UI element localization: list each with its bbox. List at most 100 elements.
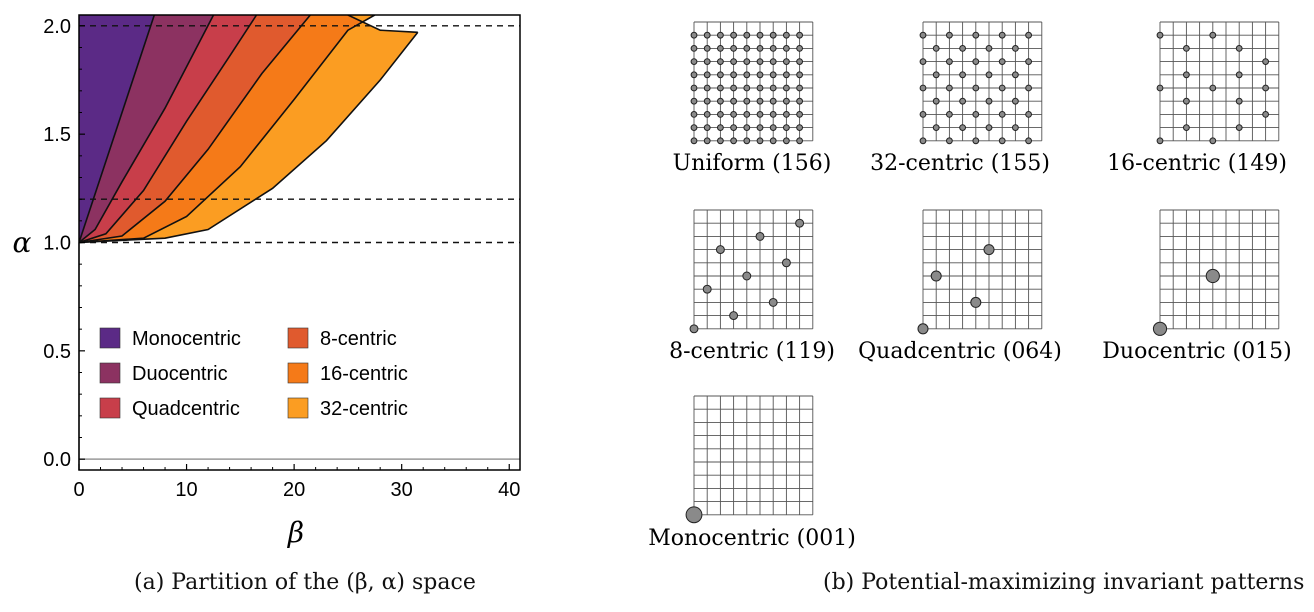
pattern-dot — [769, 137, 777, 145]
partition-chart: 0 10 20 30 40 0.0 0.5 1.0 1.5 2.0 β α Monocentric… — [13, 14, 521, 549]
pattern-dot — [756, 44, 764, 52]
pattern-label: 8-centric (119) — [669, 339, 835, 364]
pattern-dot — [919, 58, 927, 66]
pattern-dot — [703, 110, 711, 118]
pattern-dot — [985, 44, 993, 52]
pattern-dot — [959, 71, 967, 79]
pattern-label: 16-centric (149) — [1107, 151, 1287, 176]
pattern-dot — [972, 58, 980, 66]
pattern-dot — [769, 58, 777, 66]
y-tick-label: 2.0 — [43, 16, 71, 38]
pattern-dot — [730, 137, 738, 145]
pattern-dot — [1209, 84, 1217, 92]
legend-swatch — [99, 397, 121, 419]
pattern-dot — [972, 137, 980, 145]
pattern-dot — [703, 71, 711, 79]
pattern-dot — [755, 231, 765, 241]
pattern-dot — [917, 323, 929, 335]
pattern-label: Quadcentric (064) — [858, 339, 1062, 364]
pattern-dot — [715, 245, 725, 255]
pattern-dot — [782, 71, 790, 79]
pattern-dot — [932, 97, 940, 105]
pattern-label: Uniform (156) — [673, 151, 832, 176]
pattern-dot — [782, 124, 790, 132]
pattern-dot — [703, 31, 711, 39]
pattern-dot — [703, 97, 711, 105]
legend-label: 32-centric — [320, 398, 408, 420]
region-duocentric — [79, 15, 214, 243]
x-tick-label: 20 — [283, 479, 305, 501]
pattern-dot — [945, 58, 953, 66]
x-tick-label: 10 — [175, 479, 197, 501]
boundary-16-centric — [79, 15, 376, 244]
y-tick-label: 0.5 — [43, 341, 71, 363]
pattern-dot — [756, 31, 764, 39]
legend-swatch — [99, 327, 121, 349]
caption-left: (a) Partition of the (β, α) space — [134, 570, 476, 595]
pattern-5: Duocentric (015) — [1102, 209, 1292, 364]
pattern-dot — [756, 58, 764, 66]
pattern-dot — [972, 31, 980, 39]
pattern-dot — [730, 58, 738, 66]
pattern-dot — [998, 110, 1006, 118]
pattern-dot — [782, 58, 790, 66]
pattern-dot — [796, 31, 804, 39]
pattern-dot — [730, 84, 738, 92]
pattern-dot — [769, 124, 777, 132]
pattern-dot — [796, 84, 804, 92]
pattern-dot — [690, 84, 698, 92]
pattern-dot — [930, 270, 942, 282]
pattern-dot — [945, 84, 953, 92]
legend-label: Duocentric — [132, 363, 228, 385]
legend: Monocentric Duocentric Quadcentric 8-centri… — [99, 327, 408, 420]
pattern-dot — [782, 137, 790, 145]
pattern-dot — [796, 110, 804, 118]
pattern-dot — [756, 71, 764, 79]
boundary-duocentric — [79, 15, 215, 244]
boundary-8-centric — [79, 15, 311, 244]
y-tick-label: 1.0 — [43, 233, 71, 255]
region-8-centric — [79, 15, 311, 243]
pattern-dot — [970, 296, 982, 308]
pattern-dot — [1235, 97, 1243, 105]
pattern-dot — [945, 137, 953, 145]
pattern-dot — [1262, 58, 1270, 66]
pattern-dot — [716, 97, 724, 105]
pattern-dot — [998, 84, 1006, 92]
pattern-dot — [959, 97, 967, 105]
region-32-centric — [79, 15, 418, 243]
pattern-dot — [983, 244, 995, 256]
pattern-dot — [1262, 84, 1270, 92]
pattern-dot — [1235, 44, 1243, 52]
legend-swatch — [99, 362, 121, 384]
pattern-dot — [730, 110, 738, 118]
pattern-dot — [959, 124, 967, 132]
pattern-dot — [795, 218, 805, 228]
pattern-dot — [703, 84, 711, 92]
pattern-dot — [1235, 71, 1243, 79]
pattern-dot — [769, 44, 777, 52]
pattern-dot — [959, 44, 967, 52]
pattern-dot — [703, 137, 711, 145]
pattern-3: 8-centric (119) — [669, 209, 835, 364]
pattern-dot — [703, 44, 711, 52]
pattern-dot — [782, 44, 790, 52]
pattern-dot — [1156, 31, 1164, 39]
pattern-dot — [1156, 137, 1164, 145]
pattern-dot — [690, 124, 698, 132]
pattern-dot — [796, 58, 804, 66]
boundary-32-centric — [79, 31, 419, 244]
pattern-dot — [769, 97, 777, 105]
pattern-dot — [972, 84, 980, 92]
legend-label: Monocentric — [132, 328, 241, 350]
pattern-dot — [1262, 110, 1270, 118]
pattern-dot — [690, 58, 698, 66]
pattern-dot — [919, 110, 927, 118]
pattern-dot — [703, 124, 711, 132]
pattern-dot — [945, 110, 953, 118]
legend-swatch — [287, 327, 309, 349]
pattern-dot — [932, 124, 940, 132]
pattern-dot — [796, 71, 804, 79]
pattern-dot — [1025, 137, 1033, 145]
pattern-dot — [782, 31, 790, 39]
